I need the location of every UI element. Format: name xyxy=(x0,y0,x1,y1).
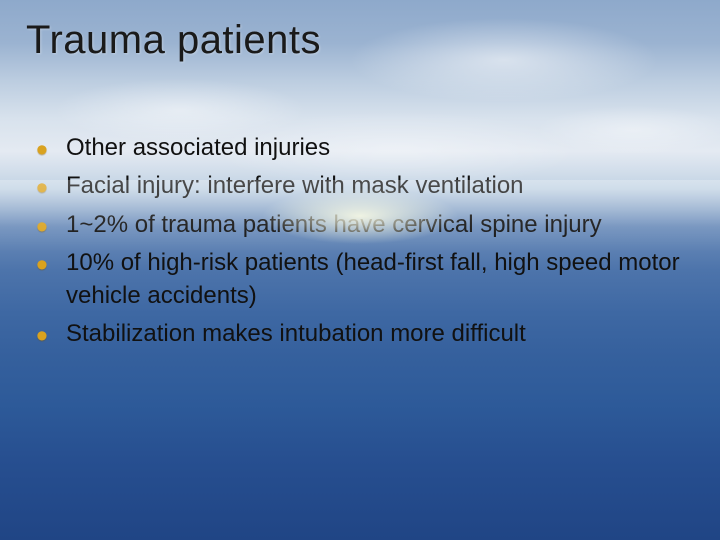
list-item: Facial injury: interfere with mask venti… xyxy=(34,170,690,202)
list-item: Stabilization makes intubation more diff… xyxy=(34,318,690,350)
list-item: 10% of high-risk patients (head-first fa… xyxy=(34,247,690,312)
slide-title: Trauma patients xyxy=(26,18,321,63)
list-item: Other associated injuries xyxy=(34,132,690,164)
slide: Trauma patients Other associated injurie… xyxy=(0,0,720,540)
bullet-list: Other associated injuries Facial injury:… xyxy=(34,132,690,356)
list-item: 1~2% of trauma patients have cervical sp… xyxy=(34,209,690,241)
